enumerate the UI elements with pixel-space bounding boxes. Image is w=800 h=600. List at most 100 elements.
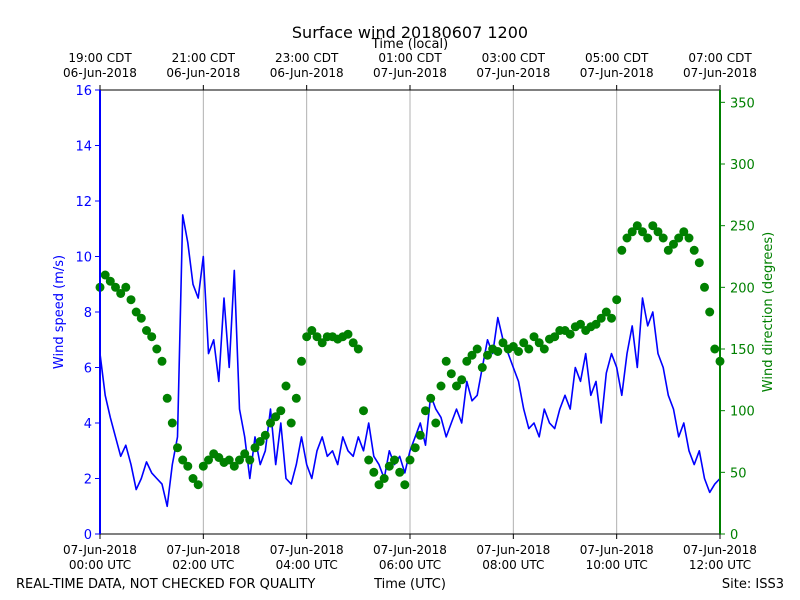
wind-direction-point [524, 344, 534, 354]
wind-direction-point [483, 350, 492, 360]
wind-direction-point [100, 270, 110, 280]
wind-direction-point [565, 329, 575, 339]
wind-speed-series [99, 214, 721, 508]
wind-direction-point [204, 455, 213, 465]
wind-direction-point [452, 381, 461, 391]
top-tick-time: 03:00 CDT [482, 51, 546, 65]
wind-direction-point [426, 393, 436, 403]
right-tick-label: 50 [730, 466, 747, 481]
wind-direction-point [374, 480, 384, 490]
wind-direction-point [596, 313, 606, 323]
wind-direction-point [674, 233, 684, 243]
bottom-tick-time: 10:00 UTC [586, 558, 648, 572]
wind-direction-point [384, 461, 394, 471]
wind-direction-point [679, 227, 689, 237]
wind-direction-point [255, 437, 265, 446]
left-tick-label: 8 [84, 306, 92, 321]
bottom-tick-time: 02:00 UTC [172, 558, 234, 572]
top-tick-date: 07-Jun-2018 [373, 66, 447, 80]
wind-direction-point [421, 406, 430, 416]
wind-direction-point [689, 245, 699, 255]
wind-direction-point [136, 313, 146, 323]
wind-direction-point [240, 449, 250, 459]
top-tick-time: 01:00 CDT [378, 51, 442, 65]
wind-direction-point [260, 430, 270, 440]
left-tick-label: 2 [84, 473, 92, 488]
wind-direction-point [198, 461, 208, 471]
wind-direction-point [131, 307, 141, 317]
right-tick-label: 0 [730, 528, 738, 543]
top-tick-date: 07-Jun-2018 [683, 66, 757, 80]
top-tick-time: 07:00 CDT [688, 51, 752, 65]
wind-direction-point [157, 356, 167, 366]
wind-direction-point [307, 326, 317, 335]
wind-direction-point [700, 282, 709, 292]
wind-direction-point [441, 356, 451, 366]
wind-direction-point [550, 332, 560, 342]
wind-direction-point [369, 467, 379, 477]
bottom-tick-time: 00:00 UTC [69, 558, 131, 572]
right-tick-label: 100 [730, 405, 755, 420]
wind-direction-point [116, 289, 126, 298]
wind-direction-point [658, 233, 668, 243]
left-tick-label: 4 [84, 417, 92, 432]
wind-direction-point [281, 381, 291, 391]
wind-direction-point [477, 363, 487, 372]
wind-direction-point [457, 375, 467, 385]
wind-direction-point [111, 282, 120, 292]
left-tick-label: 6 [84, 362, 92, 377]
top-tick-date: 06-Jun-2018 [270, 66, 344, 80]
bottom-axis-label: Time (UTC) [373, 577, 446, 592]
wind-direction-point [188, 474, 198, 483]
wind-direction-point [694, 258, 704, 268]
vertical-grid [202, 90, 618, 534]
wind-direction-point [643, 233, 653, 243]
wind-direction-point [142, 326, 151, 335]
top-axis-label: Time (local) [371, 37, 448, 52]
wind-direction-point [493, 347, 503, 356]
wind-direction-point [359, 406, 368, 416]
wind-direction-point [183, 461, 193, 471]
left-tick-label: 0 [84, 528, 92, 543]
top-tick-time: 21:00 CDT [172, 51, 236, 65]
right-tick-label: 250 [730, 220, 755, 235]
right-tick-label: 200 [730, 281, 755, 296]
quality-disclaimer: REAL-TIME DATA, NOT CHECKED FOR QUALITY [16, 577, 315, 592]
wind-direction-point [539, 344, 549, 354]
wind-direction-point [607, 313, 616, 323]
wind-direction-point [126, 295, 136, 305]
wind-direction-point [591, 319, 601, 329]
bottom-tick-date: 07-Jun-2018 [63, 543, 137, 557]
wind-direction-point [436, 381, 446, 391]
wind-direction-point [317, 338, 327, 348]
wind-direction-point [193, 480, 203, 490]
wind-direction-point [245, 455, 255, 465]
bottom-tick-date: 07-Jun-2018 [683, 543, 757, 557]
wind-direction-point [627, 227, 637, 237]
wind-direction-point [343, 329, 353, 339]
bottom-tick-date: 07-Jun-2018 [270, 543, 344, 557]
top-tick-time: 19:00 CDT [68, 51, 132, 65]
wind-direction-point [302, 332, 312, 342]
bottom-tick-date: 07-Jun-2018 [580, 543, 654, 557]
wind-direction-point [400, 480, 410, 490]
wind-direction-point [173, 443, 182, 453]
wind-direction-point [152, 344, 162, 354]
wind-direction-point [178, 455, 188, 465]
wind-direction-point [405, 455, 415, 465]
wind-direction-point [395, 467, 405, 477]
wind-direction-point [498, 338, 508, 348]
site-label: Site: ISS3 [722, 577, 784, 592]
wind-direction-point [105, 276, 115, 286]
top-tick-time: 05:00 CDT [585, 51, 649, 65]
wind-direction-point [235, 455, 244, 465]
wind-direction-point [224, 455, 234, 465]
wind-direction-point [431, 418, 441, 428]
wind-direction-point [684, 233, 694, 243]
wind-direction-point [622, 233, 632, 243]
wind-direction-point [576, 319, 585, 329]
left-tick-label: 14 [75, 140, 92, 155]
bottom-tick-time: 12:00 UTC [689, 558, 751, 572]
wind-direction-point [415, 430, 425, 440]
